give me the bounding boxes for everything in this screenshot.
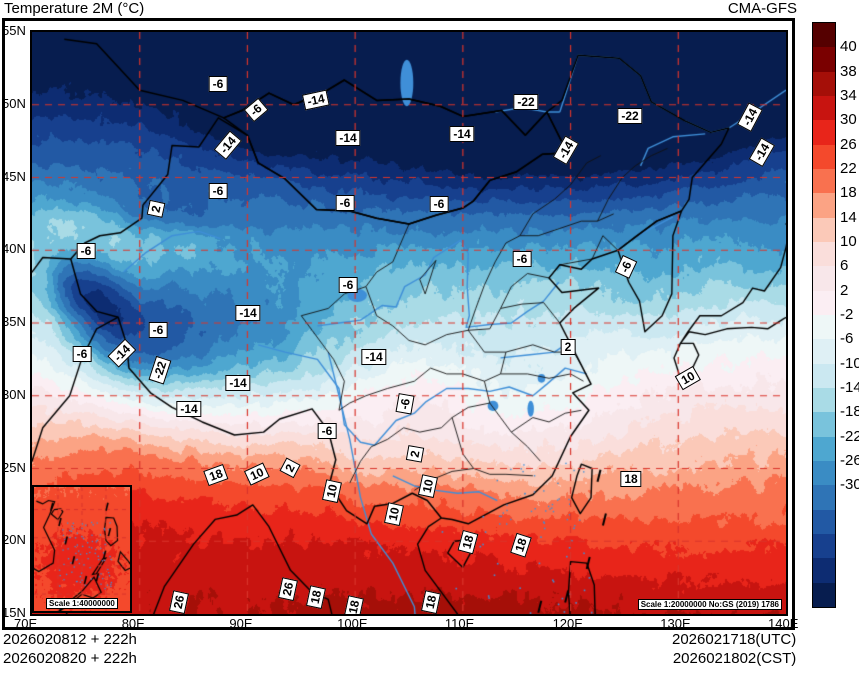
lon-tick-140E: 140E xyxy=(768,616,798,631)
contour-label: -22 xyxy=(617,108,642,124)
colorbar-segment xyxy=(813,120,835,144)
lat-tick-40N: 40N xyxy=(2,241,26,256)
contour-label: 2 xyxy=(406,445,424,462)
colorbar-tick-34: 34 xyxy=(840,88,857,103)
contour-label: -6 xyxy=(73,346,92,362)
temperature-map[interactable]: -6 -6 -14 -14 -14 -14 -22 -22 -14 -14 -14 -6 2 -6 -6 -6… xyxy=(30,30,788,616)
lon-tick-70E: 70E xyxy=(14,616,37,631)
colorbar-segment xyxy=(813,315,835,339)
lon-tick-110E: 110E xyxy=(445,616,474,631)
lat-tick-50N: 50N xyxy=(2,96,26,111)
colorbar-tick-30: 30 xyxy=(840,112,857,127)
colorbar-segment xyxy=(813,558,835,582)
lat-tick-25N: 25N xyxy=(2,460,26,475)
colorbar-tick-10: 10 xyxy=(840,234,857,249)
colorbar-tick--2: -2 xyxy=(840,307,853,322)
colorbar-segment xyxy=(813,461,835,485)
model-label: CMA-GFS xyxy=(728,0,797,17)
colorbar-tick--6: -6 xyxy=(840,331,853,346)
colorbar-segment xyxy=(813,485,835,509)
contour-label: -6 xyxy=(209,183,228,199)
contour-label: -6 xyxy=(149,322,168,338)
colorbar-segment xyxy=(813,169,835,193)
lon-tick-80E: 80E xyxy=(122,616,145,631)
valid-time-cst: 2026021802(CST) xyxy=(672,649,796,668)
colorbar-segment xyxy=(813,47,835,71)
contour-label: -6 xyxy=(430,196,449,212)
colorbar-segment xyxy=(813,291,835,315)
lat-tick-30N: 30N xyxy=(2,387,26,402)
temperature-field-canvas xyxy=(32,32,786,614)
contour-label: -6 xyxy=(339,277,358,293)
init-time-cst: 2026020820 + 222h xyxy=(3,649,137,668)
colorbar-segment xyxy=(813,23,835,47)
colorbar-tick-38: 38 xyxy=(840,64,857,79)
inset-field-canvas xyxy=(34,487,130,611)
contour-label: -14 xyxy=(335,130,360,146)
contour-label: -22 xyxy=(513,94,538,110)
lat-tick-55N: 55N xyxy=(2,23,26,38)
contour-label: -14 xyxy=(235,305,260,321)
contour-label: -6 xyxy=(209,76,228,92)
footer-left: 2026020812 + 222h 2026020820 + 222h xyxy=(3,630,137,668)
inset-scale-label: Scale 1:40000000 xyxy=(46,598,118,609)
contour-label: 2 xyxy=(561,339,576,355)
lon-tick-100E: 100E xyxy=(337,616,367,631)
lon-tick-120E: 120E xyxy=(553,616,583,631)
colorbar-segment xyxy=(813,96,835,120)
colorbar-tick-40: 40 xyxy=(840,39,857,54)
colorbar-segment xyxy=(813,437,835,461)
colorbar-tick--10: -10 xyxy=(840,356,859,371)
contour-label: 2 xyxy=(147,200,166,218)
colorbar-segment xyxy=(813,339,835,363)
contour-label: -6 xyxy=(396,393,415,414)
contour-label: -6 xyxy=(336,195,355,211)
colorbar-segment xyxy=(813,583,835,607)
colorbar-tick--26: -26 xyxy=(840,453,859,468)
colorbar-segment xyxy=(813,242,835,266)
colorbar-segment xyxy=(813,510,835,534)
colorbar-tick--14: -14 xyxy=(840,380,859,395)
colorbar-segment xyxy=(813,72,835,96)
main-scale-label: Scale 1:20000000 No:GS (2019) 1786 xyxy=(638,599,782,610)
colorbar-tick-26: 26 xyxy=(840,137,857,152)
colorbar-segment xyxy=(813,266,835,290)
colorbar-tick-2: 2 xyxy=(840,283,848,298)
colorbar-tick--30: -30 xyxy=(840,477,859,492)
contour-label: -14 xyxy=(225,375,250,391)
colorbar-tick--22: -22 xyxy=(840,429,859,444)
inset-map-south-china-sea[interactable]: Scale 1:40000000 xyxy=(32,485,132,613)
colorbar-tick-18: 18 xyxy=(840,185,857,200)
contour-label: -6 xyxy=(513,251,532,267)
colorbar-segment xyxy=(813,388,835,412)
contour-label: -6 xyxy=(318,423,337,439)
colorbar-tick--18: -18 xyxy=(840,404,859,419)
lon-tick-130E: 130E xyxy=(660,616,690,631)
contour-label: -6 xyxy=(77,243,96,259)
contour-label: -14 xyxy=(449,126,474,142)
footer-right: 2026021718(UTC) 2026021802(CST) xyxy=(672,630,796,668)
colorbar-tick-22: 22 xyxy=(840,161,857,176)
contour-label: -14 xyxy=(361,349,386,365)
init-time-utc: 2026020812 + 222h xyxy=(3,630,137,649)
lat-tick-20N: 20N xyxy=(2,532,26,547)
page-title: Temperature 2M (°C) xyxy=(4,0,144,17)
colorbar-tick-14: 14 xyxy=(840,210,857,225)
lat-tick-45N: 45N xyxy=(2,169,26,184)
colorbar[interactable] xyxy=(812,22,836,608)
colorbar-segment xyxy=(813,364,835,388)
valid-time-utc: 2026021718(UTC) xyxy=(672,630,796,649)
lat-tick-35N: 35N xyxy=(2,314,26,329)
colorbar-segment xyxy=(813,193,835,217)
colorbar-segment xyxy=(813,534,835,558)
colorbar-segment xyxy=(813,218,835,242)
colorbar-segment xyxy=(813,145,835,169)
contour-label: 18 xyxy=(620,471,641,487)
colorbar-tick-6: 6 xyxy=(840,258,848,273)
contour-label: -14 xyxy=(176,401,201,417)
lon-tick-90E: 90E xyxy=(229,616,252,631)
colorbar-segment xyxy=(813,412,835,436)
